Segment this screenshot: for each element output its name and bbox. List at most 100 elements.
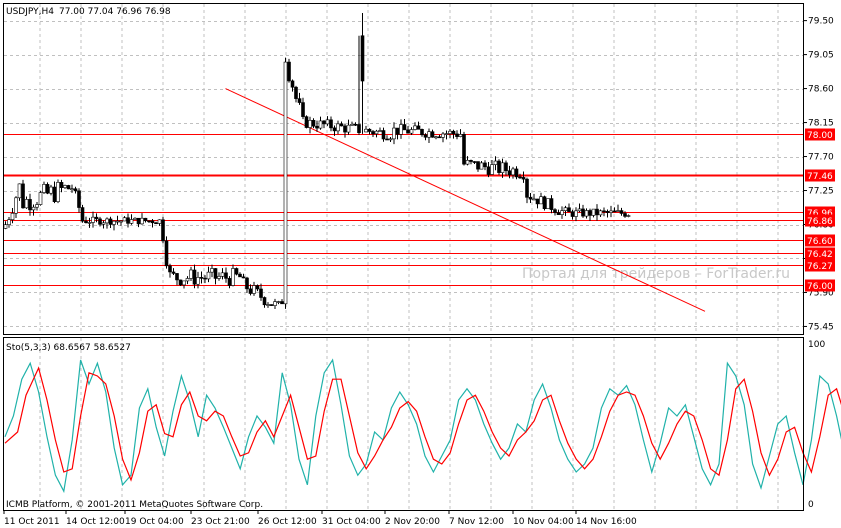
horizontal-levels[interactable] bbox=[4, 134, 803, 286]
candle-body bbox=[458, 134, 463, 137]
level-label-text: 76.00 bbox=[807, 282, 833, 292]
candle-body bbox=[199, 277, 204, 279]
candle-body bbox=[350, 123, 354, 126]
candle-body bbox=[308, 120, 312, 128]
candle-body bbox=[318, 120, 323, 129]
candle-body bbox=[605, 211, 610, 213]
candle-body bbox=[388, 138, 393, 141]
level-label-box bbox=[805, 234, 835, 247]
chart-header: USDJPY,H4 77.00 77.04 76.96 76.98 bbox=[6, 7, 171, 17]
candle-body bbox=[385, 138, 389, 141]
candle-body bbox=[448, 130, 452, 134]
level-label-box bbox=[805, 128, 835, 141]
candle-body bbox=[626, 215, 631, 217]
candle-body bbox=[420, 129, 424, 136]
candle-body bbox=[409, 129, 414, 134]
candle-body bbox=[339, 123, 344, 127]
candle-body bbox=[213, 268, 218, 279]
candle-body bbox=[497, 160, 501, 173]
level-label-text: 76.60 bbox=[807, 237, 833, 247]
level-label-text: 77.46 bbox=[807, 172, 833, 182]
candle-body bbox=[210, 268, 214, 273]
time-tick-label: 23 Oct 21:00 bbox=[191, 517, 250, 527]
candle-body bbox=[269, 304, 274, 306]
candle-body bbox=[143, 217, 148, 222]
candle-body bbox=[45, 184, 50, 194]
candle-body bbox=[129, 219, 134, 224]
candle-body bbox=[101, 222, 106, 225]
candle-body bbox=[581, 208, 585, 217]
candle-body bbox=[479, 162, 484, 170]
level-label-box bbox=[805, 169, 835, 182]
candle-body bbox=[136, 217, 141, 225]
candle-body bbox=[283, 61, 288, 305]
candle-body bbox=[416, 125, 421, 130]
candle-body bbox=[539, 196, 543, 205]
candle-body bbox=[329, 119, 333, 129]
candle-body bbox=[164, 240, 169, 267]
candle-body bbox=[49, 186, 53, 194]
level-label-text: 78.00 bbox=[807, 131, 833, 141]
candle-body bbox=[168, 265, 172, 273]
candle-body bbox=[322, 120, 326, 125]
candle-body bbox=[423, 134, 428, 138]
candle-body bbox=[455, 133, 459, 137]
candle-body bbox=[549, 198, 554, 210]
level-label-text: 76.96 bbox=[807, 209, 833, 219]
time-tick-label: 11 Oct 2011 bbox=[4, 517, 60, 527]
candle-body bbox=[378, 130, 382, 132]
candle-body bbox=[588, 210, 592, 216]
candle-body bbox=[560, 210, 564, 215]
candle-body bbox=[584, 210, 589, 217]
candle-body bbox=[133, 217, 137, 220]
candle-body bbox=[94, 216, 99, 220]
candle-body bbox=[21, 183, 25, 209]
candle-body bbox=[157, 219, 162, 224]
candle-body bbox=[63, 185, 67, 188]
candle-body bbox=[189, 269, 193, 279]
candle-body bbox=[304, 116, 309, 128]
candle-body bbox=[374, 130, 379, 135]
trendline[interactable] bbox=[225, 88, 706, 312]
candle-body bbox=[220, 272, 225, 277]
candle-body bbox=[598, 210, 603, 216]
candle-body bbox=[259, 288, 263, 298]
candle-body bbox=[371, 131, 375, 135]
grid-lines bbox=[4, 4, 803, 510]
candle-body bbox=[441, 133, 445, 138]
price-tick-label: 75.90 bbox=[808, 288, 834, 298]
level-label-text: 76.27 bbox=[807, 262, 833, 272]
candle-body bbox=[462, 134, 466, 165]
candle-body bbox=[392, 127, 396, 140]
candle-body bbox=[343, 125, 347, 133]
candle-body bbox=[182, 280, 186, 286]
candle-body bbox=[430, 131, 435, 138]
ohlc-values: 77.00 77.04 76.96 76.98 bbox=[59, 7, 171, 17]
candle-body bbox=[507, 170, 512, 176]
time-axis: 11 Oct 2011 14 Oct 12:00 19 Oct 04:00 23 Oc… bbox=[3, 510, 637, 527]
candle-body bbox=[546, 198, 550, 210]
candle-body bbox=[87, 222, 92, 224]
candle-body bbox=[28, 199, 32, 211]
candle-body bbox=[119, 220, 123, 223]
copyright-text: ICMB Platform, © 2001-2011 MetaQuotes So… bbox=[6, 500, 263, 510]
candle-body bbox=[577, 208, 582, 212]
price-tick-label: 79.05 bbox=[808, 51, 834, 61]
candle-body bbox=[367, 128, 372, 132]
candle-body bbox=[273, 301, 277, 306]
candle-body bbox=[542, 196, 547, 210]
level-label-box bbox=[805, 259, 835, 272]
time-tick-label: 2 Nov 20:00 bbox=[385, 517, 440, 527]
candle-body bbox=[483, 162, 487, 168]
candle-body bbox=[602, 210, 606, 213]
candle-body bbox=[227, 278, 232, 286]
candle-body bbox=[171, 271, 176, 274]
candle-body bbox=[185, 278, 190, 282]
candle-body bbox=[553, 209, 557, 213]
candle-body bbox=[147, 220, 151, 223]
time-tick-label: 19 Oct 04:00 bbox=[125, 517, 184, 527]
price-tick-label: 78.60 bbox=[808, 85, 834, 95]
price-tick-label: 77.25 bbox=[808, 187, 834, 197]
watermark-text: Портал для трейдеров – ForTrader.ru bbox=[522, 266, 790, 282]
candle-body bbox=[262, 297, 267, 306]
